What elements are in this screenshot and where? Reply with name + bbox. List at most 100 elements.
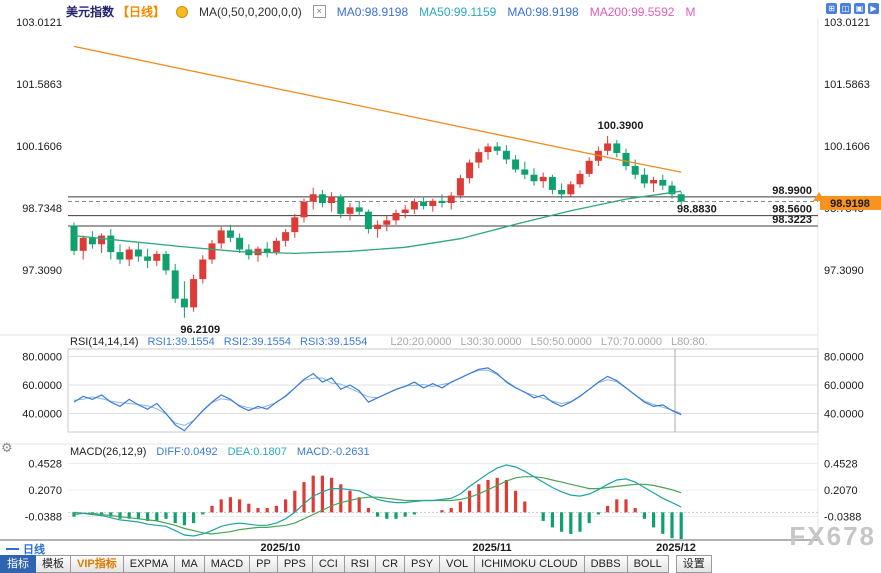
toolbar-item-cr[interactable]: CR [376, 555, 406, 573]
toolbar-item-settings[interactable]: 设置 [675, 555, 712, 573]
instrument-icon [176, 5, 189, 18]
candle-body [355, 207, 363, 212]
toolbar-item-templates[interactable]: 模板 [36, 555, 71, 573]
candle-body [153, 253, 161, 261]
candle-body [447, 195, 455, 203]
rsi-axis-label: 80.0000 [824, 352, 864, 364]
remove-indicator-icon[interactable]: × [312, 5, 326, 18]
candle-body [613, 143, 621, 153]
rsi-axis-label: 60.0000 [824, 380, 864, 392]
rsi-l70-label: L70:70.0000 [600, 336, 663, 348]
toolbar-item-boll[interactable]: BOLL [627, 555, 669, 573]
rsi-settings-label[interactable]: RSI(14,14,14) [70, 336, 139, 348]
next-chart-icon[interactable]: ▶ [868, 3, 879, 14]
rsi-l30-label: L30:30.0000 [460, 336, 522, 348]
grid-layout-icon[interactable]: ⊞ [826, 3, 837, 14]
chart-header: 美元指数 【日线】 MA(0,50,0,200,0,0) × MA0:98.919… [66, 3, 695, 20]
candle-body [585, 160, 593, 174]
candle-body [475, 152, 483, 163]
candle-body [171, 270, 179, 299]
price-axis-label: 103.0121 [824, 17, 870, 29]
candle-body [272, 240, 280, 253]
candle-body [668, 185, 676, 195]
price-axis-labels: 103.0121 103.0121 101.5863 101.5863 100.1606… [16, 17, 870, 277]
candle-body [208, 243, 216, 260]
symbol-title: 美元指数 [66, 5, 115, 19]
candle-body [98, 235, 106, 245]
rsi-l50-label: L50:50.0000 [530, 336, 592, 348]
support-line-label: 98.9900 [772, 185, 812, 197]
toolbar-item-vip-indicators[interactable]: VIP指标 [71, 555, 124, 573]
toolbar-item-ma[interactable]: MA [175, 555, 205, 573]
price-axis-label: 100.1606 [824, 141, 870, 153]
price-axis-label: 103.0121 [16, 17, 62, 29]
price-axis-label: 97.3090 [824, 265, 864, 277]
candle-body [190, 279, 198, 308]
candle-body [125, 249, 133, 260]
candle-body [134, 249, 142, 257]
macd-axis-label: 0.2070 [824, 485, 858, 497]
toolbar-item-pp[interactable]: PP [250, 555, 278, 573]
candle-body [392, 212, 400, 221]
candle-body [410, 201, 418, 210]
rsi-axis-label: 40.0000 [22, 409, 62, 421]
toolbar-item-expma[interactable]: EXPMA [123, 555, 176, 573]
price-axis-label: 101.5863 [824, 79, 870, 91]
ma50-line [73, 190, 682, 255]
low-price-label: 96.2109 [180, 324, 220, 336]
toolbar-item-macd[interactable]: MACD [204, 555, 251, 573]
candle-body [346, 207, 354, 214]
candle-body [456, 178, 464, 196]
candle-body [677, 194, 685, 202]
toolbar-item-dbbs[interactable]: DBBS [584, 555, 628, 573]
legend-timeframe-label: 日线 [23, 544, 45, 556]
single-view-icon[interactable]: ▣ [854, 3, 865, 14]
toolbar-item-ichimoku-cloud[interactable]: ICHIMOKU CLOUD [475, 555, 585, 573]
candle-body [493, 146, 501, 151]
x-axis-label: 2025/11 [472, 542, 511, 554]
ma200-line [73, 45, 682, 173]
candle-body [318, 194, 326, 203]
price-badge [820, 195, 881, 210]
candle-body [107, 235, 115, 253]
candle-body [236, 237, 244, 250]
candle-body [282, 232, 290, 241]
x-axis-label: 2025/12 [656, 542, 696, 554]
price-axis-label: 98.7348 [22, 203, 62, 215]
macd-settings-label[interactable]: MACD(26,12,9) [70, 446, 147, 458]
candle-body [438, 200, 446, 203]
candle-body [604, 143, 612, 151]
x-axis-label: 2025/10 [261, 542, 301, 554]
ma0b-value: MA0:98.9198 [507, 4, 579, 19]
toolbar-item-cci[interactable]: CCI [312, 555, 345, 573]
macd-axis-label: 0.2070 [28, 485, 62, 497]
candle-body [291, 217, 299, 233]
support-line-label: 98.5600 [772, 204, 812, 216]
toolbar-item-psy[interactable]: PSY [405, 555, 441, 573]
x-axis-labels: 2025/10 2025/11 2025/12 [261, 542, 696, 554]
rsi-line [73, 367, 682, 432]
toolbar-item-rsi[interactable]: RSI [344, 555, 377, 573]
indicator-settings-gear-icon[interactable]: ⚙ [1, 440, 13, 455]
watermark: FX678 [789, 521, 876, 551]
diff-line [73, 464, 682, 537]
ma-settings-label[interactable]: MA(0,50,0,200,0,0) [199, 4, 302, 19]
toolbar-item-pps[interactable]: PPS [277, 555, 313, 573]
macd-axis-label: 0.4528 [824, 459, 858, 471]
candle-body [502, 150, 510, 160]
toolbar-item-indicators[interactable]: 指标 [0, 555, 36, 573]
split-view-icon[interactable]: ◫ [840, 3, 851, 14]
toolbar-item-vol[interactable]: VOL [440, 555, 476, 573]
candle-body [226, 230, 234, 238]
candle-body [659, 179, 667, 186]
price-axis-label: 101.5863 [16, 79, 62, 91]
candle-body [512, 159, 520, 170]
indicator-toolbar: 指标 模板 VIP指标 EXPMA MA MACD PP PPS CCI RSI CR PSY VOL I… [0, 555, 712, 573]
last-price-label: 98.8830 [677, 204, 717, 216]
macd-hist-value: MACD:-0.2631 [296, 446, 370, 458]
timeframe-legend[interactable]: 日线 [6, 541, 45, 557]
candle-body [567, 184, 575, 195]
candle-body [364, 211, 372, 230]
candle-body [429, 200, 437, 207]
